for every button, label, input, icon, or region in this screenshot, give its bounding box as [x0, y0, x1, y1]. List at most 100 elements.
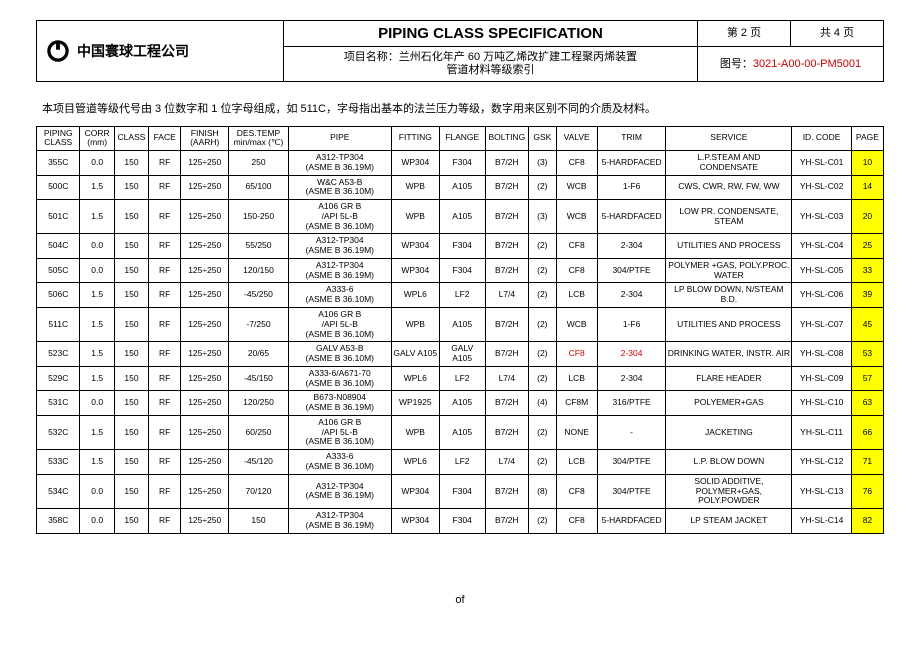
- cell: F304: [439, 151, 485, 176]
- cell: 66: [851, 415, 883, 449]
- cell: 57: [851, 366, 883, 391]
- cell: LP BLOW DOWN, N/STEAM B.D.: [666, 283, 792, 308]
- cell: 120/150: [229, 258, 289, 283]
- cell: FLARE HEADER: [666, 366, 792, 391]
- col-header: PIPE: [288, 126, 391, 151]
- cell: B7/2H: [485, 342, 528, 367]
- cell: 33: [851, 258, 883, 283]
- table-row: 523C1.5150RF125÷25020/65GALV A53-B(ASME …: [37, 342, 884, 367]
- cell: 511C: [37, 308, 80, 342]
- cell: 533C: [37, 450, 80, 475]
- cell: 120/250: [229, 391, 289, 416]
- cell: 125÷250: [181, 342, 229, 367]
- cell: B7/2H: [485, 258, 528, 283]
- cell: W&C A53-B(ASME B 36.10M): [288, 175, 391, 200]
- cell: LOW PR. CONDENSATE, STEAM: [666, 200, 792, 234]
- drawing-code-cell: 图号：3021-A00-00-PM5001: [698, 47, 884, 81]
- cell: A333-6(ASME B 36.10M): [288, 450, 391, 475]
- cell: 1.5: [80, 342, 114, 367]
- cell: 1.5: [80, 415, 114, 449]
- cell: A105: [439, 175, 485, 200]
- cell: WPB: [391, 415, 439, 449]
- page-footer: of: [36, 594, 884, 606]
- table-row: 511C1.5150RF125÷250-7/250A106 GR B/API 5…: [37, 308, 884, 342]
- cell: 531C: [37, 391, 80, 416]
- cell: 150: [114, 200, 148, 234]
- cell: A105: [439, 308, 485, 342]
- cell: 1-F6: [597, 175, 666, 200]
- cell: YH-SL-C08: [792, 342, 852, 367]
- table-row: 358C0.0150RF125÷250150A312-TP304(ASME B …: [37, 509, 884, 534]
- cell: 304/PTFE: [597, 474, 666, 508]
- cell: 65/100: [229, 175, 289, 200]
- cell: LF2: [439, 283, 485, 308]
- cell: 150: [114, 234, 148, 259]
- col-header: CLASS: [114, 126, 148, 151]
- piping-class-table: PIPING CLASSCORR (mm)CLASSFACEFINISH (AA…: [36, 126, 884, 534]
- cell: RF: [149, 175, 181, 200]
- cell: RF: [149, 342, 181, 367]
- cell: 63: [851, 391, 883, 416]
- cell: B7/2H: [485, 308, 528, 342]
- cell: LCB: [556, 450, 597, 475]
- cell: RF: [149, 283, 181, 308]
- company-name: 中国寰球工程公司: [77, 43, 189, 59]
- cell: 125÷250: [181, 509, 229, 534]
- cell: 150-250: [229, 200, 289, 234]
- cell: (3): [529, 200, 556, 234]
- cell: 523C: [37, 342, 80, 367]
- cell: 505C: [37, 258, 80, 283]
- cell: 150: [114, 509, 148, 534]
- cell: GALV A105: [439, 342, 485, 367]
- cell: 55/250: [229, 234, 289, 259]
- cell: YH-SL-C04: [792, 234, 852, 259]
- cell: 532C: [37, 415, 80, 449]
- cell: A333-6(ASME B 36.10M): [288, 283, 391, 308]
- cell: 150: [114, 391, 148, 416]
- cell: YH-SL-C07: [792, 308, 852, 342]
- cell: 150: [114, 308, 148, 342]
- cell: CF8: [556, 342, 597, 367]
- cell: A106 GR B/API 5L-B(ASME B 36.10M): [288, 415, 391, 449]
- cell: 150: [114, 474, 148, 508]
- cell: -45/250: [229, 283, 289, 308]
- header-table: 中国寰球工程公司PIPING CLASS SPECIFICATION第 2 页共…: [36, 20, 884, 82]
- cell: UTILITIES AND PROCESS: [666, 234, 792, 259]
- cell: YH-SL-C02: [792, 175, 852, 200]
- cell: YH-SL-C05: [792, 258, 852, 283]
- cell: UTILITIES AND PROCESS: [666, 308, 792, 342]
- cell: A312-TP304(ASME B 36.19M): [288, 234, 391, 259]
- cell: A333-6/A671-70(ASME B 36.10M): [288, 366, 391, 391]
- col-header: PAGE: [851, 126, 883, 151]
- cell: RF: [149, 234, 181, 259]
- cell: YH-SL-C13: [792, 474, 852, 508]
- cell: WPL6: [391, 450, 439, 475]
- cell: YH-SL-C01: [792, 151, 852, 176]
- cell: -45/120: [229, 450, 289, 475]
- cell: RF: [149, 509, 181, 534]
- cell: CF8: [556, 509, 597, 534]
- cell: WCB: [556, 175, 597, 200]
- cell: L7/4: [485, 366, 528, 391]
- cell: 125÷250: [181, 200, 229, 234]
- cell: 125÷250: [181, 391, 229, 416]
- cell: 5-HARDFACED: [597, 509, 666, 534]
- cell: A105: [439, 200, 485, 234]
- cell: 501C: [37, 200, 80, 234]
- cell: L7/4: [485, 450, 528, 475]
- cell: WPB: [391, 175, 439, 200]
- cell: B7/2H: [485, 175, 528, 200]
- col-header: CORR (mm): [80, 126, 114, 151]
- cell: (2): [529, 366, 556, 391]
- cell: 1.5: [80, 366, 114, 391]
- cell: F304: [439, 258, 485, 283]
- table-row: 504C0.0150RF125÷25055/250A312-TP304(ASME…: [37, 234, 884, 259]
- cell: 1.5: [80, 308, 114, 342]
- cell: (2): [529, 415, 556, 449]
- cell: (2): [529, 308, 556, 342]
- cell: 14: [851, 175, 883, 200]
- cell: 125÷250: [181, 283, 229, 308]
- cell: 20: [851, 200, 883, 234]
- cell: CF8: [556, 151, 597, 176]
- cell: RF: [149, 151, 181, 176]
